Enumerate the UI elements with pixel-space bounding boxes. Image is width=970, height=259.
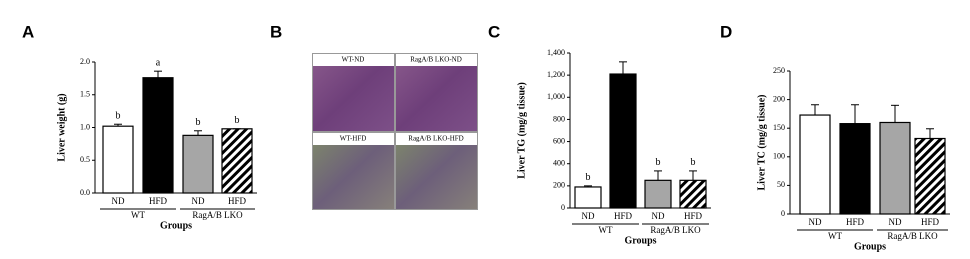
y-tick-label: 1,200 [547,70,565,79]
y-tick-label: 0.5 [80,155,90,164]
bar [609,73,637,209]
image [313,54,394,131]
image-caption-box [396,133,477,145]
x-tick-label: HFD [921,217,940,227]
bar [142,77,174,194]
bar [102,125,134,194]
y-tick-label: 250 [773,66,785,75]
image-caption-box [396,54,477,66]
x-tick-label: ND [582,211,595,221]
bar [644,179,672,209]
y-tick-label: 200 [553,181,565,190]
x-tick-label: HFD [149,196,168,206]
x-axis-label: Groups [624,235,656,246]
panel-letter: A [22,22,34,41]
image-caption: WT-ND [342,56,365,64]
y-axis-label: Liver TG (mg/g tissue) [516,82,527,179]
image [313,133,394,209]
group-label: WT [828,231,842,241]
y-tick-label: 0.0 [80,188,90,197]
y-tick-label: 1.5 [80,90,90,99]
y-tick-label: 400 [553,159,565,168]
x-tick-label: ND [809,217,822,227]
y-tick-label: 2.0 [80,57,90,66]
image-caption: RagA/B LKO-HFD [408,135,463,143]
y-tick-label: 1,000 [547,92,565,101]
bar [799,114,831,215]
significance-letter: b [656,157,661,168]
bar [221,128,253,194]
y-tick-label: 800 [553,114,565,123]
image [396,54,477,131]
image-caption-box [313,54,394,66]
x-tick-label: ND [192,196,205,206]
y-tick-label: 200 [773,94,785,103]
x-tick-label: ND [112,196,125,206]
bar [879,121,911,215]
image-caption-box [313,133,394,145]
significance-letter: b [235,115,240,126]
y-tick-label: 600 [553,136,565,145]
bar [182,134,214,194]
bar [914,137,946,215]
significance-letter: b [691,157,696,168]
x-axis-label: Groups [854,241,886,252]
x-tick-label: HFD [684,211,703,221]
bar [839,123,871,215]
significance-letter: a [156,57,161,68]
y-tick-label: 0 [781,209,785,218]
x-tick-label: ND [652,211,665,221]
panel-letter: C [488,22,500,41]
x-tick-label: HFD [614,211,633,221]
panel-letter: B [270,22,282,41]
y-tick-label: 1.0 [80,122,90,131]
image-caption: WT-HFD [340,135,367,143]
image [396,133,477,209]
y-tick-label: 1,400 [547,48,565,57]
y-axis-label: Liver TC (mg/g tissue) [756,94,767,190]
y-tick-label: 0 [561,203,565,212]
y-tick-label: 50 [777,180,785,189]
group-label: WT [131,210,145,220]
significance-letter: b [196,117,201,128]
panel-letter: D [720,22,732,41]
bar [574,186,602,209]
group-label: RagA/B LKO [650,225,701,235]
x-axis-label: Groups [160,220,192,231]
y-axis-label: Liver weight (g) [56,93,67,161]
x-tick-label: HFD [846,217,865,227]
group-label: WT [599,225,613,235]
y-tick-label: 150 [773,123,785,132]
significance-letter: b [586,172,591,183]
x-tick-label: ND [889,217,902,227]
bar [679,179,707,209]
group-label: RagA/B LKO [887,231,938,241]
y-tick-label: 100 [773,152,785,161]
x-tick-label: HFD [228,196,247,206]
image-caption: RagA/B LKO-ND [410,56,462,64]
histology: WT-ND RagA/B LKO-ND WT-HFD RagA/B LKO-HF… [312,53,478,210]
group-label: RagA/B LKO [192,210,243,220]
significance-letter: b [116,111,121,122]
